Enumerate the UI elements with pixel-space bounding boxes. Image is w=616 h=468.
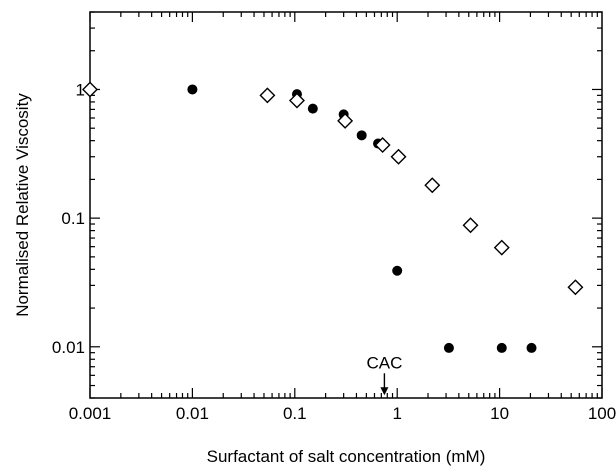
tick-labels: 0.001 0.01 0.1 1 10 100 0.01 0.1 1: [52, 80, 616, 423]
x-tick-label: 0.1: [283, 404, 307, 423]
x-tick-label: 100: [588, 404, 616, 423]
open-diamond-point: [82, 81, 98, 98]
open-diamond-point: [493, 239, 510, 256]
cac-arrow-head: [380, 387, 389, 396]
open-diamond-point: [374, 137, 391, 154]
annotations: CAC: [366, 353, 402, 396]
cac-annotation-label: CAC: [366, 353, 402, 372]
axis-ticks: [89, 11, 603, 399]
filled-circle-point: [392, 265, 403, 276]
open-diamond-point: [288, 92, 305, 109]
x-tick-label: 0.01: [176, 404, 209, 423]
x-tick-label: 10: [490, 404, 509, 423]
data-marks: [82, 81, 584, 353]
filled-circle-point: [187, 84, 198, 95]
y-tick-label: 0.1: [61, 209, 85, 228]
y-tick-label: 1: [76, 80, 85, 99]
y-tick-label: 0.01: [52, 338, 85, 357]
x-axis-title: Surfactant of salt concentration (mM): [207, 447, 486, 466]
open-diamond-point: [424, 177, 441, 194]
open-diamond-point: [462, 217, 479, 234]
filled-circle-point: [307, 103, 318, 114]
filled-circle-point: [443, 342, 454, 353]
plot-frame: [89, 11, 603, 399]
filled-circle-point: [356, 130, 367, 141]
open-diamond-point: [337, 112, 354, 129]
x-tick-label: 1: [392, 404, 401, 423]
open-diamond-point: [567, 279, 584, 296]
open-diamond-point: [259, 87, 276, 104]
x-tick-label: 0.001: [69, 404, 112, 423]
y-axis-title: Normalised Relative Viscosity: [13, 93, 32, 317]
open-diamond-point: [390, 148, 407, 165]
filled-circle-point: [496, 342, 507, 353]
filled-circle-point: [526, 342, 537, 353]
